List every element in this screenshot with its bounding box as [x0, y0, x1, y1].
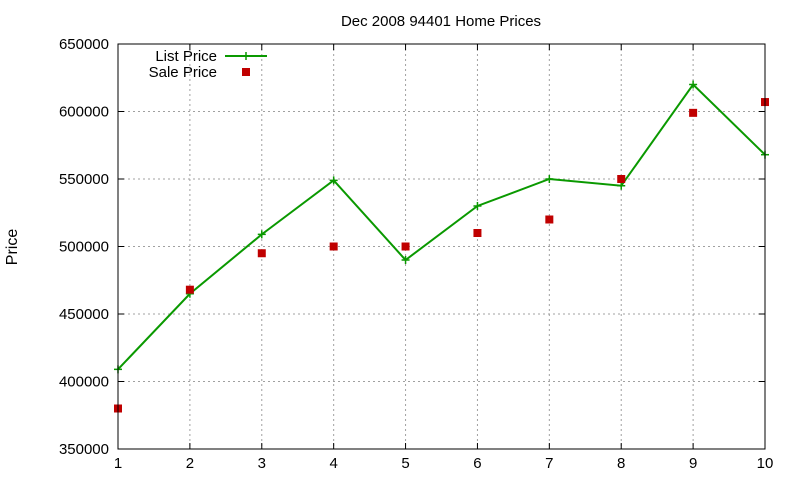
- y-axis-label: Price: [4, 229, 21, 266]
- legend-marker: [242, 68, 250, 76]
- x-tick-label: 1: [114, 455, 122, 472]
- x-tick-label: 5: [401, 455, 409, 472]
- x-tick-label: 8: [617, 455, 625, 472]
- x-tick-label: 3: [258, 455, 266, 472]
- y-tick-label: 400000: [59, 374, 109, 391]
- x-tick-label: 6: [473, 455, 481, 472]
- x-tick-label: 7: [545, 455, 553, 472]
- x-tick-label: 10: [757, 455, 774, 472]
- y-tick-label: 350000: [59, 441, 109, 458]
- series-0: [114, 80, 769, 374]
- data-point: [401, 242, 410, 251]
- legend-label: List Price: [155, 48, 217, 65]
- data-point: [473, 202, 482, 210]
- data-point: [329, 176, 338, 185]
- data-point: [257, 249, 266, 258]
- data-point: [689, 108, 698, 117]
- legend-item: List Price: [155, 48, 267, 65]
- y-tick-label: 500000: [59, 239, 109, 256]
- chart-title: Dec 2008 94401 Home Prices: [341, 13, 541, 30]
- data-point: [401, 256, 410, 264]
- y-tick-label: 550000: [59, 171, 109, 188]
- plot-frame: [117, 43, 766, 450]
- data-point: [329, 242, 338, 251]
- legend-item: Sale Price: [149, 64, 250, 81]
- x-tick-label: 2: [186, 455, 194, 472]
- series-line: [117, 82, 766, 371]
- y-tick-label: 600000: [59, 104, 109, 121]
- y-tick-label: 650000: [59, 36, 109, 53]
- data-point: [545, 215, 554, 224]
- legend-label: Sale Price: [149, 64, 217, 81]
- x-tick-label: 4: [329, 455, 337, 472]
- data-point: [545, 175, 554, 183]
- grid: [118, 44, 765, 449]
- legend-marker: [242, 52, 250, 60]
- data-point: [617, 181, 626, 190]
- y-tick-label: 450000: [59, 306, 109, 323]
- data-point: [473, 229, 482, 237]
- data-point: [617, 175, 626, 183]
- data-point: [257, 230, 266, 239]
- axis-ticks: 1 2 3 4 5 6 7 8 9 10 350000 400000 450000 500000 55000…: [59, 36, 773, 472]
- x-tick-label: 9: [689, 455, 697, 472]
- data-point: [689, 80, 698, 89]
- data-point: [185, 285, 194, 294]
- series-layer: [114, 80, 769, 413]
- series-1: [114, 98, 769, 413]
